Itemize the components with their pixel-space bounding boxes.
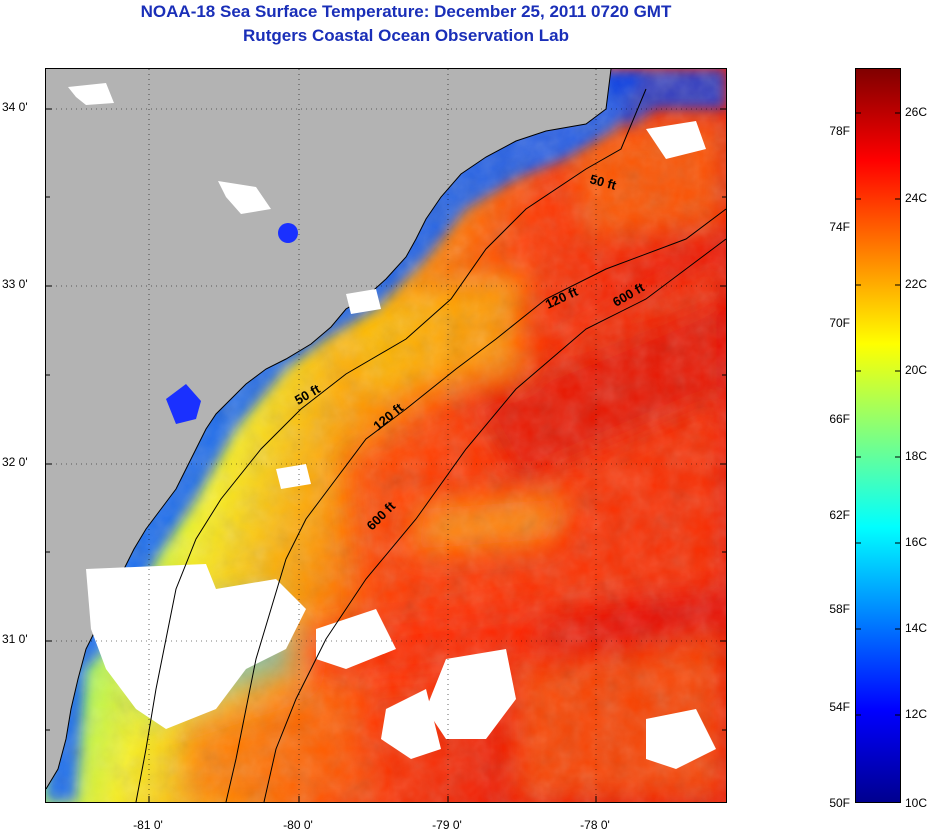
isobath-contours bbox=[135, 88, 726, 802]
colorbar-f-label: 78F bbox=[829, 124, 850, 138]
colorbar-c-label: 18C bbox=[905, 449, 928, 463]
colorbar-c-label: 22C bbox=[905, 277, 928, 291]
colorbar-c-label: 20C bbox=[905, 363, 928, 377]
isobath-120ft bbox=[225, 208, 726, 802]
colorbar-f-label: 50F bbox=[829, 796, 850, 810]
colorbar-f-label: 54F bbox=[829, 700, 850, 714]
lat-tick-label: 34 0' bbox=[2, 100, 28, 114]
lon-tick-label: -80 0' bbox=[283, 818, 313, 832]
cloud-masks bbox=[68, 83, 716, 769]
colorbar-c-label: 10C bbox=[905, 796, 928, 810]
lon-tick-label: -79 0' bbox=[432, 818, 462, 832]
land-mass bbox=[46, 69, 611, 789]
colorbar-c-label: 12C bbox=[905, 707, 928, 721]
colorbar-c-label: 26C bbox=[905, 105, 928, 119]
axis-ticks bbox=[46, 108, 726, 802]
contour-label: 50 ft bbox=[588, 171, 618, 193]
lon-tick-label: -78 0' bbox=[580, 818, 610, 832]
lon-tick-label: -81 0' bbox=[133, 818, 163, 832]
colorbar-f-label: 62F bbox=[829, 508, 850, 522]
sst-map-canvas: 50 ft 120 ft 600 ft 50 ft 120 ft 600 ft bbox=[46, 69, 726, 802]
isobath-50ft bbox=[135, 88, 647, 802]
sst-map: 50 ft 120 ft 600 ft 50 ft 120 ft 600 ft bbox=[45, 68, 727, 803]
colorbar-c-label: 16C bbox=[905, 535, 928, 549]
lat-tick-label: 31 0' bbox=[2, 632, 28, 646]
colorbar-c-label: 24C bbox=[905, 191, 928, 205]
map-title: NOAA-18 Sea Surface Temperature: Decembe… bbox=[140, 2, 672, 21]
temperature-colorbar bbox=[855, 68, 901, 803]
lat-tick-label: 32 0' bbox=[2, 455, 28, 469]
graticule bbox=[46, 69, 726, 802]
colorbar-f-label: 66F bbox=[829, 412, 850, 426]
map-subtitle: Rutgers Coastal Ocean Observation Lab bbox=[243, 26, 569, 45]
isobath-600ft bbox=[263, 238, 726, 802]
colorbar-f-label: 70F bbox=[829, 316, 850, 330]
colorbar-f-label: 74F bbox=[829, 220, 850, 234]
colorbar-f-label: 58F bbox=[829, 602, 850, 616]
colorbar-c-label: 14C bbox=[905, 621, 928, 635]
lat-tick-label: 33 0' bbox=[2, 277, 28, 291]
